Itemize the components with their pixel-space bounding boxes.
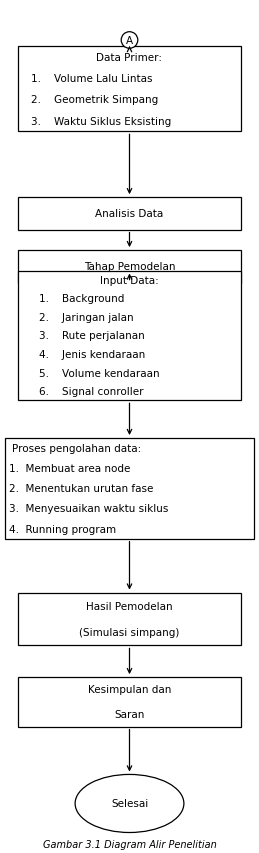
Text: Hasil Pemodelan: Hasil Pemodelan <box>86 601 173 611</box>
Text: Saran: Saran <box>114 710 145 719</box>
Text: 1.  Membuat area node: 1. Membuat area node <box>9 464 131 473</box>
Text: Selesai: Selesai <box>111 798 148 809</box>
Text: 4.  Running program: 4. Running program <box>9 524 116 534</box>
Ellipse shape <box>121 32 138 49</box>
FancyBboxPatch shape <box>18 47 241 132</box>
Text: 3.    Rute perjalanan: 3. Rute perjalanan <box>39 331 145 341</box>
Text: 2.    Geometrik Simpang: 2. Geometrik Simpang <box>31 96 158 105</box>
FancyBboxPatch shape <box>18 251 241 283</box>
FancyBboxPatch shape <box>18 198 241 230</box>
Text: Proses pengolahan data:: Proses pengolahan data: <box>12 444 141 454</box>
Text: 3.  Menyesuaikan waktu siklus: 3. Menyesuaikan waktu siklus <box>9 504 168 514</box>
Text: Gambar 3.1 Diagram Alir Penelitian: Gambar 3.1 Diagram Alir Penelitian <box>43 838 216 849</box>
Text: 4.    Jenis kendaraan: 4. Jenis kendaraan <box>39 350 145 360</box>
Text: Tahap Pemodelan: Tahap Pemodelan <box>84 262 175 272</box>
Text: 3.    Waktu Siklus Eksisting: 3. Waktu Siklus Eksisting <box>31 117 171 126</box>
FancyBboxPatch shape <box>18 271 241 401</box>
Text: Analisis Data: Analisis Data <box>95 209 164 219</box>
Ellipse shape <box>75 775 184 833</box>
Text: (Simulasi simpang): (Simulasi simpang) <box>79 628 180 637</box>
Text: 1.    Volume Lalu Lintas: 1. Volume Lalu Lintas <box>31 74 153 84</box>
Text: 5.    Volume kendaraan: 5. Volume kendaraan <box>39 368 160 378</box>
Text: Data Primer:: Data Primer: <box>97 53 162 62</box>
FancyBboxPatch shape <box>18 677 241 727</box>
Text: Kesimpulan dan: Kesimpulan dan <box>88 685 171 694</box>
Text: A: A <box>126 36 133 46</box>
FancyBboxPatch shape <box>5 438 254 539</box>
Text: 2.  Menentukan urutan fase: 2. Menentukan urutan fase <box>9 484 153 494</box>
FancyBboxPatch shape <box>18 593 241 646</box>
Text: Input Data:: Input Data: <box>100 276 159 286</box>
Text: 2.    Jaringan jalan: 2. Jaringan jalan <box>39 312 133 322</box>
Text: 6.    Signal conroller: 6. Signal conroller <box>39 386 143 397</box>
Text: 1.    Background: 1. Background <box>39 294 124 304</box>
